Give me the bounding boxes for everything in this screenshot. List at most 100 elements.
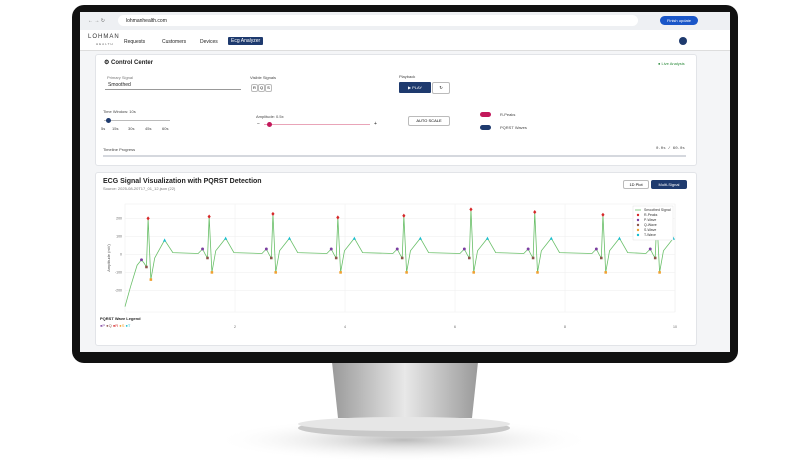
field-label: Playback xyxy=(399,74,416,79)
update-button[interactable]: Finish update xyxy=(660,16,698,25)
wave-label: R xyxy=(115,323,119,328)
wave-marker xyxy=(264,247,268,251)
zoom-in[interactable]: + xyxy=(374,121,377,127)
wave-legend: ●P ●Q ●R ●S ●T xyxy=(100,323,130,328)
y-tick-label: 100 xyxy=(116,234,122,238)
time-option: 60s xyxy=(162,126,169,131)
wave-legend-item: ●S xyxy=(119,323,125,328)
wave-marker xyxy=(334,256,338,260)
wave-marker xyxy=(472,271,475,274)
legend-label: R-Peaks xyxy=(644,213,658,217)
control-card xyxy=(95,54,697,166)
legend-label: P-Wave xyxy=(644,218,656,222)
timeline-value: 0.0s / 60.0s xyxy=(656,147,685,151)
view-button[interactable]: 1D Plot xyxy=(623,180,649,189)
slider-thumb[interactable] xyxy=(267,122,272,127)
stand-neck xyxy=(332,362,478,418)
wave-marker xyxy=(210,271,214,274)
nav-item[interactable]: Customers xyxy=(162,39,187,45)
legend-swatch xyxy=(636,233,640,237)
time-option: 30s xyxy=(128,126,135,131)
url: lohmanhealth.com xyxy=(126,18,167,24)
view-button-active[interactable]: Multi-Signal xyxy=(651,180,687,189)
legend-box xyxy=(632,205,674,241)
r-peak-marker xyxy=(146,216,150,221)
slider-thumb[interactable] xyxy=(106,118,111,123)
wave-marker xyxy=(418,236,422,240)
toggle[interactable] xyxy=(480,112,491,117)
zoom-out[interactable]: − xyxy=(257,121,260,127)
time-slider[interactable] xyxy=(104,120,170,121)
signal-chip[interactable]: Q xyxy=(258,84,265,92)
r-peak-marker xyxy=(402,213,406,218)
control-title-text: Control Center xyxy=(111,60,154,66)
y-axis-title: Amplitude (mV) xyxy=(106,244,111,272)
wave-label: Q xyxy=(108,323,112,328)
wave-marker xyxy=(536,271,539,274)
nav-item-active[interactable]: Ecg Analyzer xyxy=(228,37,264,45)
nav-item[interactable]: Requests xyxy=(124,39,146,45)
address-bar[interactable] xyxy=(118,15,638,26)
wave-marker xyxy=(339,271,342,274)
avatar[interactable] xyxy=(679,37,687,45)
x-tick-label: 2 xyxy=(234,325,236,329)
stand-base-top xyxy=(298,417,510,431)
field-label: Amplitude: 0.5x xyxy=(256,114,284,119)
wave-marker xyxy=(163,238,167,242)
amp-slider[interactable] xyxy=(264,124,370,125)
wave-marker xyxy=(653,256,657,260)
legend-swatch xyxy=(636,223,640,227)
nav-item[interactable]: Devices xyxy=(200,39,218,45)
reset-button[interactable]: ↻ xyxy=(432,82,450,94)
wave-marker xyxy=(395,247,399,251)
wave-marker xyxy=(206,256,209,260)
wave-legend-item: ●Q xyxy=(106,323,112,328)
wave-label: T xyxy=(127,323,131,328)
signal-chip[interactable]: S xyxy=(265,84,272,92)
wave-marker xyxy=(270,256,273,260)
wave-marker xyxy=(224,236,228,240)
wave-marker xyxy=(658,271,661,274)
wave-marker xyxy=(274,271,277,274)
logo-sub: HEALTH xyxy=(96,42,114,46)
auto-scale-button[interactable]: AUTO SCALE xyxy=(408,116,450,126)
time-option: 15s xyxy=(112,126,119,131)
legend-swatch xyxy=(636,228,640,232)
signal-line xyxy=(124,209,674,307)
control-title: ⚙ Control Center xyxy=(104,60,154,66)
x-tick-label: 6 xyxy=(454,325,456,329)
wave-marker xyxy=(468,256,471,260)
y-tick-label: -100 xyxy=(115,270,122,274)
wave-marker xyxy=(329,247,333,251)
legend-label: T-Wave xyxy=(644,233,656,237)
plot-area xyxy=(124,203,676,313)
nav-arrows[interactable]: ← → ↻ xyxy=(88,18,105,24)
y-tick-label: 200 xyxy=(116,216,122,220)
toggle[interactable] xyxy=(480,125,491,130)
status: ● Live Analysis xyxy=(658,61,685,66)
x-tick-label: 4 xyxy=(344,325,346,329)
select-value: Smoothed xyxy=(108,82,131,88)
chart-title: ECG Signal Visualization with PQRST Dete… xyxy=(103,178,262,185)
wave-marker xyxy=(526,247,530,251)
wave-marker xyxy=(140,258,143,262)
wave-marker xyxy=(648,247,652,251)
select[interactable] xyxy=(105,79,241,90)
r-peak-marker xyxy=(207,214,211,219)
wave-legend-title: PQRST Wave Legend xyxy=(100,316,141,321)
wave-legend-item: ●P xyxy=(100,323,106,328)
signal-chip[interactable]: R xyxy=(251,84,258,92)
y-tick-label: -200 xyxy=(115,288,122,292)
field-label: Visible Signals xyxy=(250,75,276,80)
wave-marker xyxy=(485,236,490,240)
wave-marker xyxy=(462,247,466,251)
legend-swatch xyxy=(636,213,640,217)
field-label: Primary Signal xyxy=(107,75,134,80)
field-label: Time Window: 10s xyxy=(103,109,136,114)
ecg-chart: ECG Signal Visualization with PQRST Dete… xyxy=(103,178,677,329)
play-button[interactable]: ▶ PLAY xyxy=(399,82,431,93)
wave-marker xyxy=(400,256,404,260)
wave-legend-item: ●R xyxy=(112,323,119,328)
legend-label: Q-Wave xyxy=(644,223,657,227)
